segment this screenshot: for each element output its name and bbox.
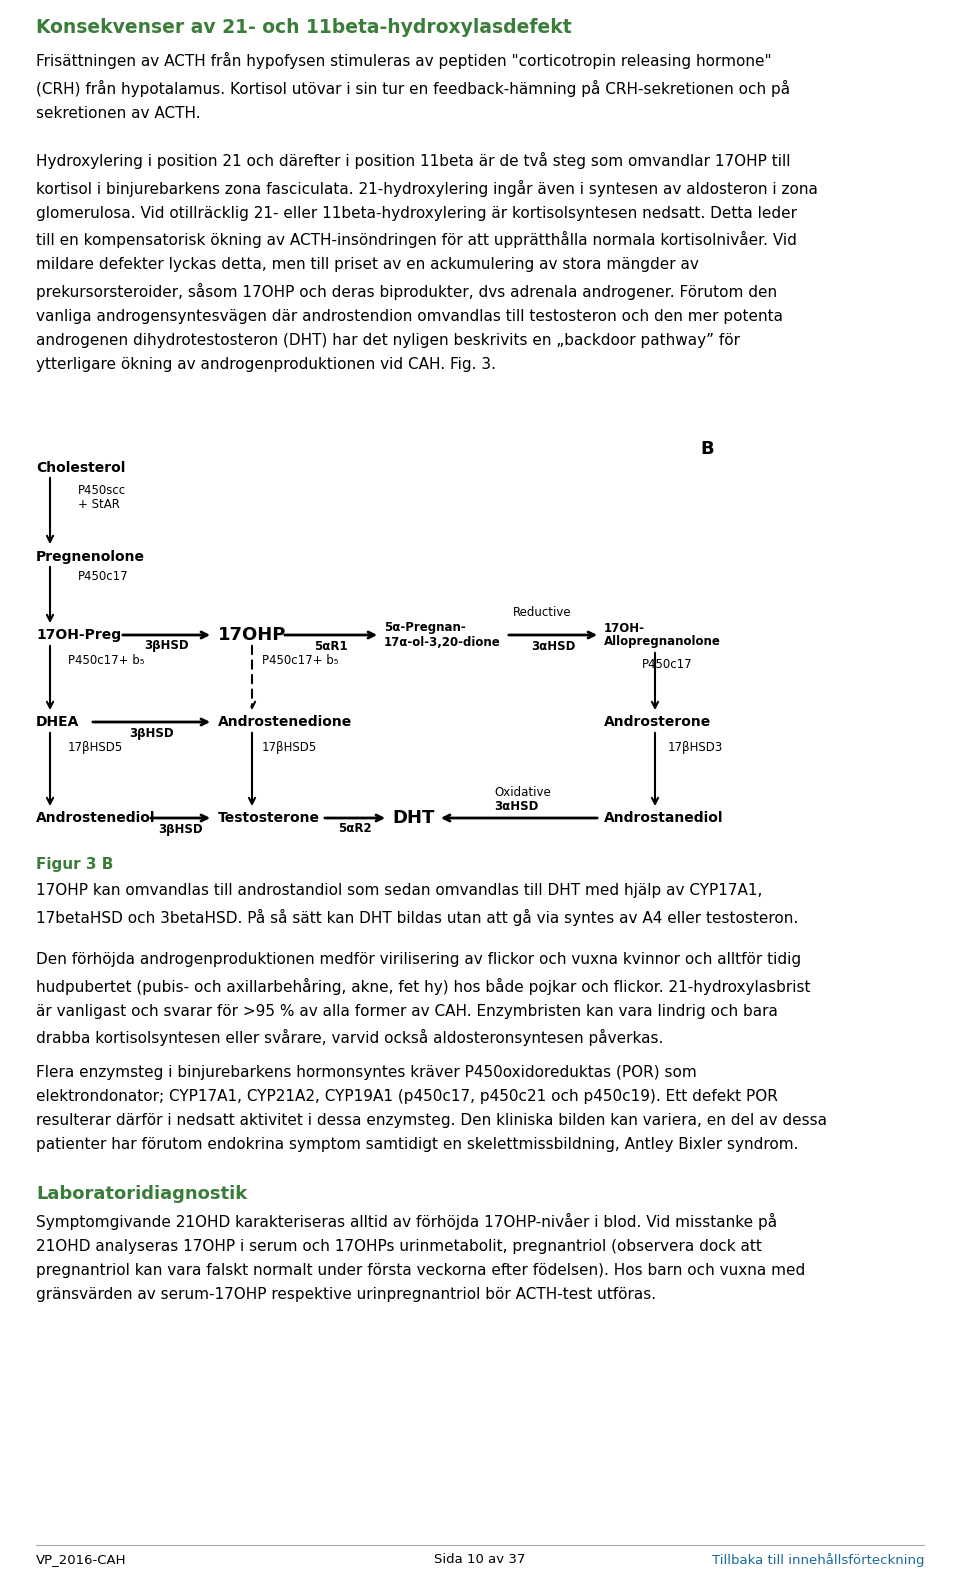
- Text: 17βHSD5: 17βHSD5: [68, 742, 123, 755]
- Text: 17βHSD5: 17βHSD5: [262, 742, 317, 755]
- Text: P450c17: P450c17: [78, 571, 129, 583]
- Text: 17OHP: 17OHP: [218, 626, 286, 645]
- Text: Androstanediol: Androstanediol: [604, 811, 724, 825]
- Text: Tillbaka till innehållsförteckning: Tillbaka till innehållsförteckning: [711, 1553, 924, 1567]
- Text: Hydroxylering i position 21 och därefter i position 11beta är de två steg som om: Hydroxylering i position 21 och därefter…: [36, 152, 818, 371]
- Text: B: B: [700, 440, 713, 457]
- Text: Konsekvenser av 21- och 11beta-hydroxylasdefekt: Konsekvenser av 21- och 11beta-hydroxyla…: [36, 17, 571, 38]
- Text: Cholesterol: Cholesterol: [36, 461, 126, 475]
- Text: 17OH-Preg: 17OH-Preg: [36, 627, 121, 641]
- Text: 3βHSD: 3βHSD: [158, 822, 203, 835]
- Text: Pregnenolone: Pregnenolone: [36, 550, 145, 564]
- Text: Symptomgivande 21OHD karakteriseras alltid av förhöjda 17OHP-nivåer i blod. Vid : Symptomgivande 21OHD karakteriseras allt…: [36, 1214, 805, 1302]
- Text: Testosterone: Testosterone: [218, 811, 320, 825]
- Text: Den förhöjda androgenproduktionen medför virilisering av flickor och vuxna kvinn: Den förhöjda androgenproduktionen medför…: [36, 953, 810, 1045]
- Text: 3βHSD: 3βHSD: [144, 640, 189, 652]
- Text: Flera enzymsteg i binjurebarkens hormonsyntes kräver P450oxidoreduktas (POR) som: Flera enzymsteg i binjurebarkens hormons…: [36, 1064, 827, 1152]
- Text: Sida 10 av 37: Sida 10 av 37: [434, 1553, 526, 1566]
- Text: 3βHSD: 3βHSD: [130, 726, 174, 739]
- Text: Laboratoridiagnostik: Laboratoridiagnostik: [36, 1185, 248, 1203]
- Text: P450c17: P450c17: [642, 659, 692, 671]
- Text: Reductive: Reductive: [513, 605, 571, 618]
- Text: 5α-Pregnan-: 5α-Pregnan-: [384, 621, 466, 635]
- Text: P450c17+ b₅: P450c17+ b₅: [262, 654, 339, 667]
- Text: P450scc: P450scc: [78, 484, 126, 497]
- Text: + StAR: + StAR: [78, 498, 120, 511]
- Text: 3αHSD: 3αHSD: [531, 640, 575, 652]
- Text: Androsterone: Androsterone: [604, 715, 711, 729]
- Text: 17OHP kan omvandlas till androstandiol som sedan omvandlas till DHT med hjälp av: 17OHP kan omvandlas till androstandiol s…: [36, 883, 799, 926]
- Text: 17OH-: 17OH-: [604, 621, 645, 635]
- Text: DHT: DHT: [392, 810, 434, 827]
- Text: Oxidative: Oxidative: [494, 786, 551, 800]
- Text: 5αR1: 5αR1: [314, 640, 348, 652]
- Text: 3αHSD: 3αHSD: [494, 800, 539, 813]
- Text: 5αR2: 5αR2: [338, 822, 372, 835]
- Text: Androstenediol: Androstenediol: [36, 811, 156, 825]
- Text: VP_2016-CAH: VP_2016-CAH: [36, 1553, 127, 1566]
- Text: P450c17+ b₅: P450c17+ b₅: [68, 654, 145, 667]
- Text: DHEA: DHEA: [36, 715, 80, 729]
- Text: Figur 3 B: Figur 3 B: [36, 857, 113, 872]
- Text: Frisättningen av ACTH från hypofysen stimuleras av peptiden "corticotropin relea: Frisättningen av ACTH från hypofysen sti…: [36, 52, 790, 121]
- Text: 17βHSD3: 17βHSD3: [668, 742, 723, 755]
- Text: Allopregnanolone: Allopregnanolone: [604, 635, 721, 649]
- Text: 17α-ol-3,20-dione: 17α-ol-3,20-dione: [384, 635, 501, 649]
- Text: Androstenedione: Androstenedione: [218, 715, 352, 729]
